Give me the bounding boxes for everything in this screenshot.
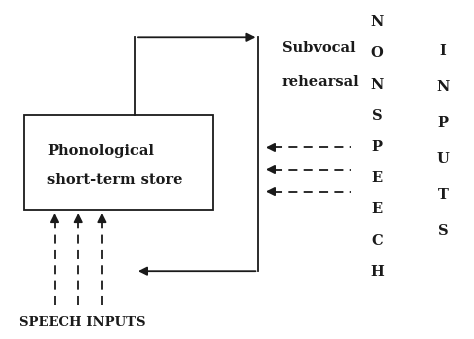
Text: rehearsal: rehearsal bbox=[282, 75, 360, 88]
Text: C: C bbox=[371, 234, 383, 247]
Text: SPEECH INPUTS: SPEECH INPUTS bbox=[19, 316, 146, 329]
Text: U: U bbox=[437, 152, 449, 166]
Text: Phonological: Phonological bbox=[47, 144, 155, 158]
Text: short-term store: short-term store bbox=[47, 173, 183, 187]
Text: T: T bbox=[438, 188, 448, 202]
Text: H: H bbox=[370, 265, 384, 279]
Text: Subvocal: Subvocal bbox=[282, 41, 356, 55]
Text: P: P bbox=[371, 140, 383, 154]
Text: N: N bbox=[437, 80, 450, 94]
Text: P: P bbox=[438, 116, 449, 130]
Text: O: O bbox=[371, 46, 383, 60]
Text: E: E bbox=[371, 171, 383, 185]
Text: E: E bbox=[371, 202, 383, 216]
Text: I: I bbox=[440, 44, 447, 58]
Bar bbox=[24, 115, 213, 210]
Text: S: S bbox=[372, 109, 382, 123]
Text: N: N bbox=[370, 15, 383, 29]
Text: N: N bbox=[370, 78, 383, 92]
Text: S: S bbox=[438, 224, 448, 238]
